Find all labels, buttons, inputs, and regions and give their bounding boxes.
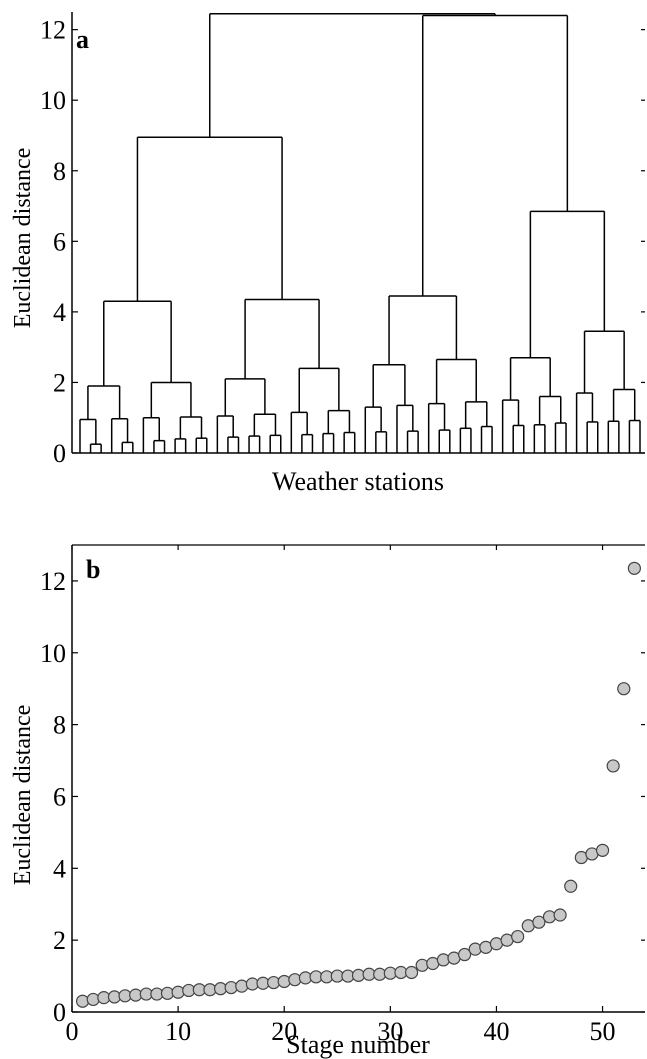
dendrogram-panel: a Weather stations Euclidean distance 0 2… bbox=[10, 12, 645, 496]
scatter-point bbox=[468, 942, 482, 956]
scatter-point bbox=[532, 915, 546, 929]
y-tick-label: 12 bbox=[40, 16, 66, 45]
panel-a-label: a bbox=[76, 25, 89, 54]
x-tick-label: 40 bbox=[483, 1017, 509, 1046]
scatter-point bbox=[277, 974, 291, 989]
scatter-point bbox=[595, 843, 610, 857]
scatter-point bbox=[415, 958, 429, 972]
scatter-point bbox=[627, 561, 641, 575]
y-tick-label: 6 bbox=[53, 782, 66, 811]
scatter-point bbox=[564, 879, 578, 893]
y-tick-label: 2 bbox=[53, 368, 66, 397]
scatter-point bbox=[553, 908, 567, 922]
y-tick-label: 0 bbox=[53, 998, 66, 1027]
y-tick-label: 0 bbox=[53, 439, 66, 468]
y-tick-label: 10 bbox=[40, 86, 66, 115]
x-tick-label: 50 bbox=[590, 1017, 616, 1046]
x-tick-label: 10 bbox=[165, 1017, 191, 1046]
scatter-point bbox=[511, 929, 525, 944]
x-tick-label: 30 bbox=[377, 1017, 403, 1046]
scatter-point bbox=[171, 985, 185, 999]
scatter-point bbox=[86, 992, 100, 1007]
y-tick-label: 8 bbox=[53, 157, 66, 186]
panel-b-label: b bbox=[86, 555, 100, 584]
scatter-point bbox=[76, 994, 90, 1008]
y-tick-label: 8 bbox=[53, 711, 66, 740]
y-tick-label: 4 bbox=[53, 854, 66, 883]
y-tick-label: 4 bbox=[53, 298, 66, 327]
y-tick-label: 2 bbox=[53, 926, 66, 955]
scatter-point bbox=[606, 759, 620, 773]
y-tick-label: 6 bbox=[53, 227, 66, 256]
panel-a-xlabel: Weather stations bbox=[272, 467, 444, 496]
scatter-panel: b Stage number Euclidean distance 0 2 4 6 8 1… bbox=[10, 544, 645, 1059]
y-tick-label: 12 bbox=[40, 567, 66, 596]
panel-b-xlabel: Stage number bbox=[286, 1030, 430, 1059]
scatter-point bbox=[542, 910, 557, 924]
scatter-point bbox=[235, 979, 249, 993]
scatter-point bbox=[404, 965, 419, 980]
scatter-point bbox=[458, 947, 472, 962]
scatter-point bbox=[288, 973, 302, 987]
x-tick-label: 0 bbox=[66, 1017, 79, 1046]
panel-b-ylabel: Euclidean distance bbox=[10, 705, 36, 886]
y-tick-label: 10 bbox=[40, 639, 66, 668]
scatter-point bbox=[436, 953, 450, 967]
scatter-point bbox=[617, 682, 631, 696]
panel-a-ylabel: Euclidean distance bbox=[10, 148, 36, 329]
x-tick-label: 20 bbox=[271, 1017, 297, 1046]
